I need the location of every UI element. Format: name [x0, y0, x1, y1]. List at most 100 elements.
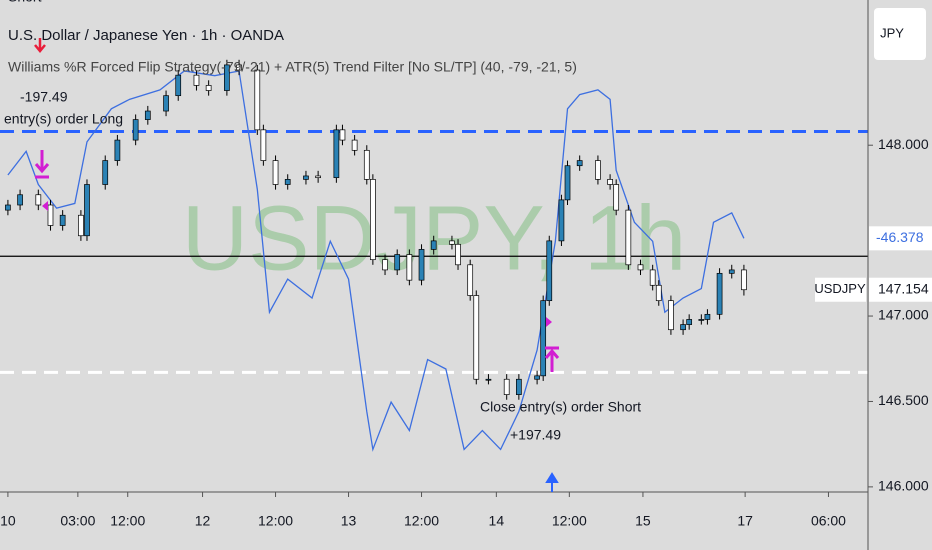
currency: JPY — [880, 25, 904, 40]
x-tick-label: 12 — [195, 513, 211, 529]
candle-body — [686, 319, 693, 325]
annotation: +197.49 — [510, 427, 561, 443]
candle-body — [144, 110, 151, 120]
candle-body — [254, 69, 261, 131]
candle-body — [5, 204, 11, 211]
annotation: Close entry(s) order Short — [480, 399, 641, 415]
candle-body — [132, 119, 139, 141]
candle-body — [668, 300, 674, 331]
overlays: 148.000 147.000 146.500 146.000 10 03:00 12:00… — [0, 0, 932, 529]
candle-body — [193, 74, 200, 86]
candle-body — [114, 139, 121, 161]
candle-body — [236, 64, 242, 71]
candle-body — [363, 149, 370, 180]
x-tick-label: 12:00 — [110, 513, 145, 529]
candle-body — [613, 184, 620, 211]
candle-body — [455, 243, 461, 266]
y-tick-label: 146.000 — [878, 478, 929, 494]
candle-body — [47, 204, 54, 226]
long-entry-arrow — [34, 150, 50, 179]
symbol-label: USDJPY — [814, 281, 866, 296]
candle-body — [333, 129, 340, 179]
candle-body — [59, 214, 66, 226]
candle-body — [35, 194, 42, 206]
candle-body — [467, 264, 474, 296]
candle-body — [625, 209, 632, 266]
candle-body — [728, 269, 735, 274]
x-tick-label: 12:00 — [404, 513, 439, 529]
candle-body — [284, 179, 291, 185]
candle-body — [430, 240, 437, 250]
candle-body — [102, 160, 109, 185]
candle-body — [382, 259, 388, 271]
time-marker — [545, 472, 559, 492]
candle-body — [205, 85, 212, 91]
candle-body — [649, 269, 656, 286]
candle-body — [394, 254, 401, 271]
candle-body — [175, 74, 182, 97]
candle-body — [534, 375, 540, 380]
candle-body — [272, 160, 279, 185]
candle-body — [315, 175, 321, 179]
candle-body — [406, 254, 413, 281]
last-price-box — [869, 277, 932, 302]
x-tick-label: 13 — [341, 513, 357, 529]
candle-body — [607, 179, 613, 185]
indicator-line — [7, 70, 745, 452]
candle-body — [224, 64, 230, 91]
x-tick-label: 10 — [0, 513, 16, 529]
currency-box — [874, 8, 926, 60]
candle-body — [260, 129, 267, 161]
candle-body — [704, 313, 711, 320]
indicator-label: -46.378 — [876, 229, 924, 245]
x-tick-label: 12:00 — [258, 513, 293, 529]
x-tick-label: 15 — [635, 513, 651, 529]
candle-body — [351, 139, 358, 151]
candle-body — [503, 378, 510, 395]
candle-body — [78, 214, 84, 237]
candle-body — [84, 184, 90, 237]
candle-body — [546, 240, 553, 302]
close-short-arrow — [544, 346, 560, 372]
x-tick-label: 03:00 — [60, 513, 95, 529]
annotation: Short — [8, 0, 42, 5]
annotation: -197.49 — [20, 89, 68, 105]
plot — [0, 59, 868, 452]
candle-body — [558, 199, 565, 242]
short-arrow — [34, 38, 46, 53]
candle-body — [595, 160, 601, 180]
subtitle: Williams %R Forced Flip Strategy(-79/-21… — [8, 59, 577, 75]
candle-body — [485, 378, 492, 381]
candle-body — [680, 324, 686, 331]
candle-body — [637, 264, 644, 271]
y-tick-label: 146.500 — [878, 392, 929, 408]
candle-body — [473, 295, 480, 380]
candle-body — [516, 378, 522, 395]
candle-body — [741, 269, 747, 291]
x-tick-label: 14 — [489, 513, 505, 529]
flip-marker — [546, 317, 552, 327]
candle-body — [540, 300, 547, 377]
last-price-label: 147.154 — [878, 280, 929, 296]
candle-body — [303, 175, 309, 180]
candle-body — [564, 165, 571, 201]
flip-marker — [42, 201, 48, 211]
candle-body — [655, 284, 662, 302]
candle-body — [163, 95, 169, 112]
candle-body — [17, 194, 23, 206]
symbol-box — [815, 277, 866, 302]
indicator-box — [869, 226, 932, 251]
y-tick-label: 147.000 — [878, 307, 929, 323]
x-tick-label: 17 — [737, 513, 753, 529]
x-tick-label: 12:00 — [552, 513, 587, 529]
x-tick-label: 06:00 — [811, 513, 846, 529]
candle-body — [418, 249, 425, 281]
candle-body — [576, 160, 583, 167]
candle-body — [370, 179, 376, 261]
chart-title: U.S. Dollar / Japanese Yen · 1h · OANDA — [8, 27, 284, 44]
candle-body — [449, 240, 455, 245]
annotation: entry(s) order Long — [4, 111, 123, 127]
candle-body — [339, 129, 346, 141]
